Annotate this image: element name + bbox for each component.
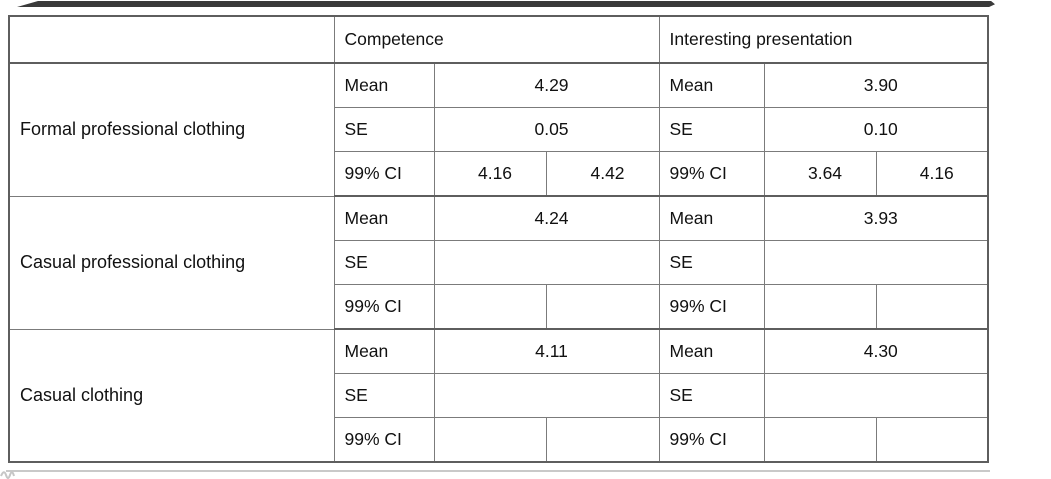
- mean-label: Mean: [658, 62, 765, 108]
- ci-label: 99% CI: [333, 151, 435, 197]
- mean-label: Mean: [333, 328, 435, 374]
- se-label: SE: [333, 373, 435, 418]
- interesting-mean-value: 3.90: [763, 62, 989, 108]
- competence-se-value: [433, 373, 660, 418]
- ci-label: 99% CI: [658, 151, 765, 197]
- interesting-ci-low-value: [763, 284, 877, 330]
- table-row: SE SE: [9, 373, 989, 418]
- ci-label: 99% CI: [333, 417, 435, 463]
- column-header-competence: Competence: [333, 15, 660, 64]
- statistics-table: Competence Interesting presentation Form…: [8, 15, 989, 463]
- interesting-ci-high-value: [875, 284, 989, 330]
- header-empty-cell: [8, 15, 335, 64]
- header-row: Competence Interesting presentation: [8, 15, 989, 64]
- competence-mean-value: 4.24: [433, 195, 660, 241]
- mean-label: Mean: [333, 62, 435, 108]
- table-row: Casual professional clothing Mean 4.24 M…: [8, 195, 989, 330]
- competence-ci-high-value: 4.42: [545, 151, 660, 197]
- interesting-ci-high-value: [875, 417, 989, 463]
- table-row: SE 0.05 SE 0.10: [9, 107, 989, 152]
- interesting-se-value: 0.10: [763, 107, 989, 152]
- interesting-ci-high-value: 4.16: [875, 151, 989, 197]
- competence-ci-low-value: 4.16: [433, 151, 547, 197]
- mean-label: Mean: [658, 328, 765, 374]
- column-header-interesting-presentation: Interesting presentation: [658, 15, 989, 64]
- se-label: SE: [658, 240, 765, 285]
- interesting-ci-low-value: [763, 417, 877, 463]
- table-row: SE SE: [9, 240, 989, 285]
- table-row: Formal professional clothing Mean 4.29 M…: [8, 62, 989, 197]
- row-group-label-casual-professional-clothing: Casual professional clothing: [8, 195, 335, 330]
- competence-se-value: [433, 240, 660, 285]
- row-group-label-formal-professional-clothing: Formal professional clothing: [8, 62, 335, 197]
- row-group-label-casual-clothing: Casual clothing: [8, 328, 335, 463]
- competence-mean-value: 4.29: [433, 62, 660, 108]
- mean-label: Mean: [658, 195, 765, 241]
- table-row: 99% CI 99% CI: [9, 284, 989, 330]
- interesting-ci-low-value: 3.64: [763, 151, 877, 197]
- interesting-mean-value: 4.30: [763, 328, 989, 374]
- scan-artifact-squiggle: [0, 471, 15, 479]
- interesting-mean-value: 3.93: [763, 195, 989, 241]
- competence-se-value: 0.05: [433, 107, 660, 152]
- se-label: SE: [658, 373, 765, 418]
- ci-label: 99% CI: [333, 284, 435, 330]
- competence-ci-high-value: [545, 417, 660, 463]
- interesting-se-value: [763, 240, 989, 285]
- competence-ci-low-value: [433, 284, 547, 330]
- table-row: 99% CI 4.16 4.42 99% CI 3.64 4.16: [9, 151, 989, 197]
- table-row: Casual clothing Mean 4.11 Mean 4.30: [8, 328, 989, 463]
- competence-ci-low-value: [433, 417, 547, 463]
- ci-label: 99% CI: [658, 417, 765, 463]
- competence-mean-value: 4.11: [433, 328, 660, 374]
- interesting-se-value: [763, 373, 989, 418]
- se-label: SE: [333, 107, 435, 152]
- ci-label: 99% CI: [658, 284, 765, 330]
- scan-artifact-bottom-rule: [6, 470, 990, 472]
- competence-ci-high-value: [545, 284, 660, 330]
- se-label: SE: [658, 107, 765, 152]
- mean-label: Mean: [333, 195, 435, 241]
- scan-artifact-top-rule: [17, 1, 995, 7]
- se-label: SE: [333, 240, 435, 285]
- table-row: 99% CI 99% CI: [9, 417, 989, 463]
